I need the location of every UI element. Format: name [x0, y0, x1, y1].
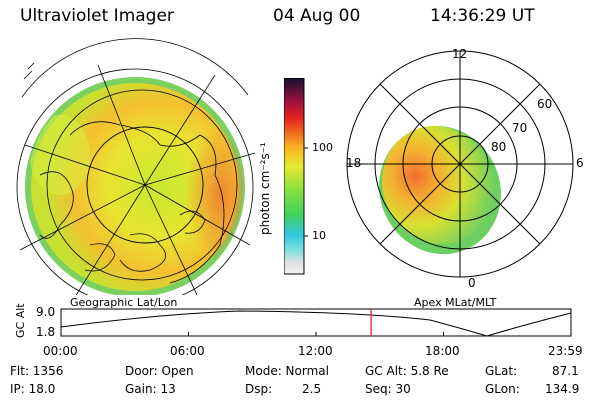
altitude-timeline: [60, 308, 572, 337]
gain-value: Gain: 13: [125, 382, 176, 396]
dsp-value: 2.5: [302, 382, 322, 396]
timeline-xtick-0000: 00:00: [43, 344, 78, 358]
timeline-xtick-2359: 23:59: [548, 344, 583, 358]
instrument-title: Ultraviolet Imager: [20, 6, 174, 26]
mlat-label-80: 80: [491, 140, 507, 154]
earth-limb-arc: [21, 38, 249, 98]
mlat-label-70: 70: [512, 121, 528, 135]
glon-value: 134.9: [545, 382, 580, 396]
glat-value: 87.1: [552, 364, 579, 378]
latitude-circle: [86, 126, 204, 244]
colorbar: [284, 78, 308, 275]
timeline-xtick-1200: 12:00: [298, 344, 333, 358]
mlt-label-6: 6: [576, 156, 584, 170]
colorbar-tick-10: 10: [312, 229, 326, 242]
timeline-axis-title: GC Alt: [14, 303, 27, 338]
ip-value: IP: 18.0: [10, 382, 56, 396]
mlt-label-0: 0: [468, 276, 476, 290]
colorbar-unit-label: photon cm⁻²s⁻¹: [258, 142, 272, 235]
timeline-xtick-0600: 06:00: [170, 344, 205, 358]
geographic-auroral-image: [16, 38, 256, 295]
mode-value: Mode: Normal: [245, 364, 329, 378]
timeline-ytick-high: 9.0: [36, 305, 56, 319]
dsp-label: Dsp:: [245, 382, 273, 396]
sequence-number: Seq: 30: [365, 382, 411, 396]
mlat-label-60: 60: [537, 97, 553, 111]
gc-altitude: GC Alt: 5.8 Re: [365, 364, 449, 378]
right-panel-caption: Apex MLat/MLT: [414, 296, 497, 309]
left-panel-caption: Geographic Lat/Lon: [70, 296, 178, 309]
door-status: Door: Open: [125, 364, 194, 378]
timeline-ytick-low: 1.8: [36, 325, 56, 339]
altitude-curve: [60, 310, 572, 337]
glon-label: GLon:: [485, 382, 520, 396]
observation-time: 14:36:29 UT: [430, 6, 535, 26]
longitude-lines: [19, 64, 256, 295]
coastline: [69, 121, 225, 284]
glat-label: GLat:: [485, 364, 518, 378]
observation-date: 04 Aug 00: [273, 6, 361, 26]
mlt-label-12: 12: [452, 47, 468, 61]
flight-number: Flt: 1356: [10, 364, 64, 378]
apex-polar-plot: [346, 50, 574, 278]
timeline-xtick-1800: 18:00: [425, 344, 460, 358]
colorbar-tick-100: 100: [312, 141, 333, 154]
latitude-circle: [46, 89, 238, 281]
mlt-label-18: 18: [346, 156, 362, 170]
